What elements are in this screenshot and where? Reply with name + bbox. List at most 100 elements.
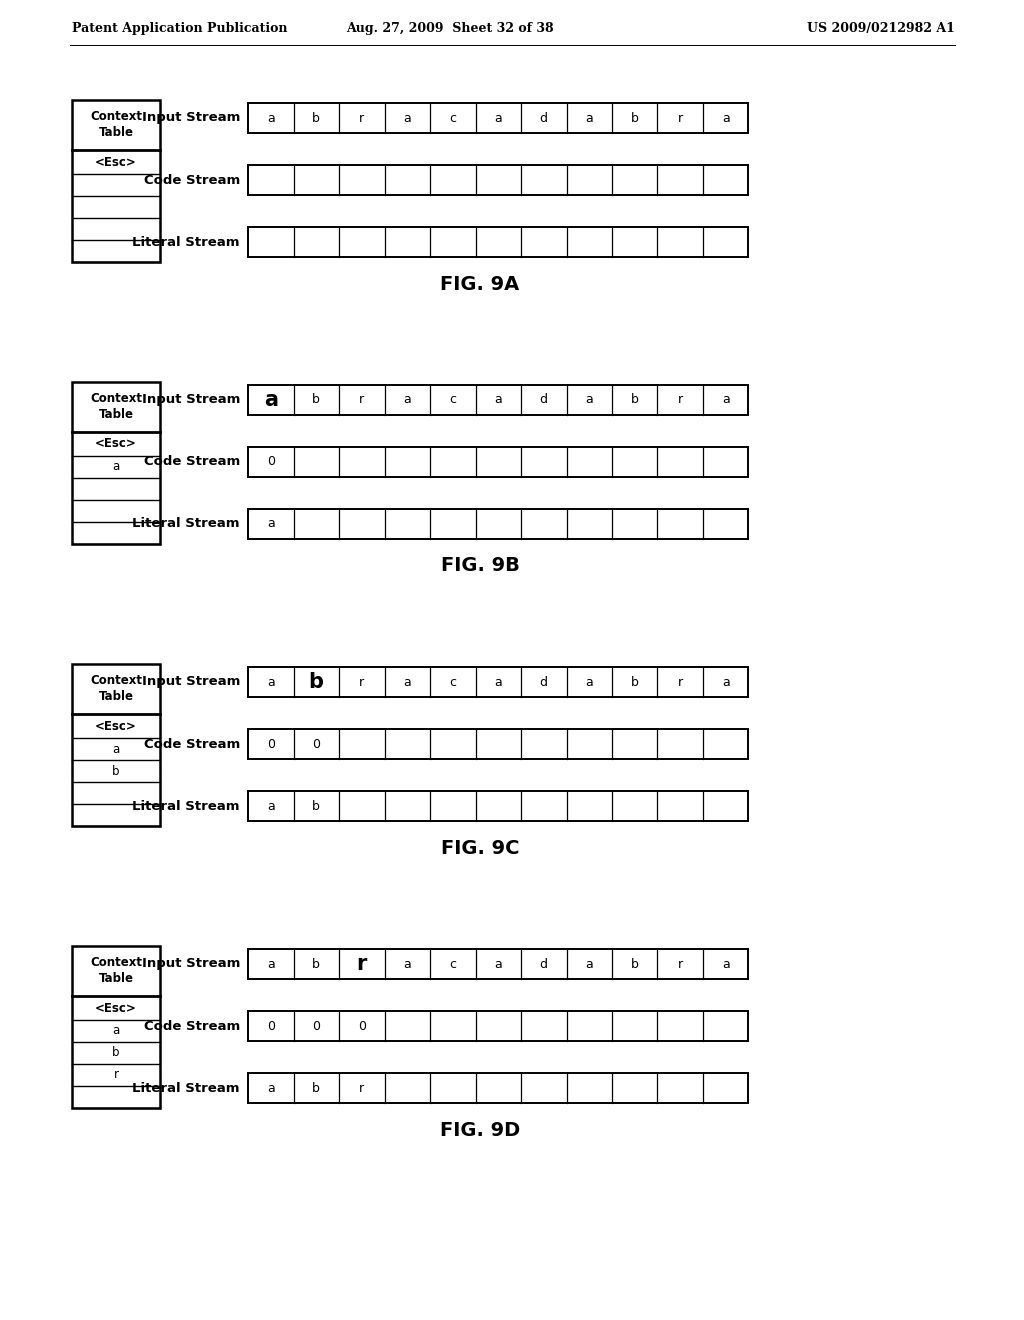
Text: a: a xyxy=(495,676,502,689)
Bar xyxy=(248,729,749,759)
Text: 0: 0 xyxy=(266,738,274,751)
Bar xyxy=(72,664,160,826)
Text: a: a xyxy=(722,957,730,970)
Text: Input Stream: Input Stream xyxy=(141,393,240,407)
Text: <Esc>: <Esc> xyxy=(95,437,137,450)
Text: b: b xyxy=(312,393,321,407)
Text: a: a xyxy=(113,743,120,755)
Text: 0: 0 xyxy=(312,738,321,751)
Bar xyxy=(248,385,749,414)
Text: a: a xyxy=(495,111,502,124)
Text: a: a xyxy=(722,111,730,124)
Text: <Esc>: <Esc> xyxy=(95,719,137,733)
Text: a: a xyxy=(264,389,278,411)
Text: a: a xyxy=(586,676,593,689)
Text: FIG. 9B: FIG. 9B xyxy=(440,557,519,576)
Text: a: a xyxy=(267,111,274,124)
Bar xyxy=(248,1011,749,1041)
Text: b: b xyxy=(631,957,639,970)
Text: Input Stream: Input Stream xyxy=(141,111,240,124)
Text: b: b xyxy=(113,764,120,777)
Text: a: a xyxy=(495,393,502,407)
Text: Literal Stream: Literal Stream xyxy=(132,1081,240,1094)
Text: r: r xyxy=(678,957,683,970)
Text: a: a xyxy=(722,676,730,689)
Text: Literal Stream: Literal Stream xyxy=(132,235,240,248)
Text: US 2009/0212982 A1: US 2009/0212982 A1 xyxy=(807,22,955,36)
Text: b: b xyxy=(312,111,321,124)
Bar xyxy=(248,447,749,477)
Text: r: r xyxy=(359,393,365,407)
Text: b: b xyxy=(113,1047,120,1060)
Text: 0: 0 xyxy=(312,1019,321,1032)
Text: b: b xyxy=(309,672,324,692)
Text: b: b xyxy=(312,1081,321,1094)
Text: Context
Table: Context Table xyxy=(90,111,142,140)
Text: b: b xyxy=(631,676,639,689)
Text: Code Stream: Code Stream xyxy=(143,738,240,751)
Text: a: a xyxy=(586,111,593,124)
Text: r: r xyxy=(678,676,683,689)
Bar xyxy=(248,165,749,195)
Text: <Esc>: <Esc> xyxy=(95,156,137,169)
Text: b: b xyxy=(631,111,639,124)
Bar xyxy=(72,100,160,261)
Bar xyxy=(248,510,749,539)
Text: r: r xyxy=(359,111,365,124)
Text: 0: 0 xyxy=(357,1019,366,1032)
Text: c: c xyxy=(450,111,457,124)
Text: 0: 0 xyxy=(266,1019,274,1032)
Text: a: a xyxy=(403,111,411,124)
Text: a: a xyxy=(586,393,593,407)
Text: c: c xyxy=(450,957,457,970)
Text: a: a xyxy=(586,957,593,970)
Text: c: c xyxy=(450,676,457,689)
Text: a: a xyxy=(403,393,411,407)
Text: d: d xyxy=(540,393,548,407)
Text: a: a xyxy=(113,1024,120,1038)
Bar xyxy=(248,791,749,821)
Text: a: a xyxy=(495,957,502,970)
Text: r: r xyxy=(678,111,683,124)
Text: FIG. 9A: FIG. 9A xyxy=(440,275,519,293)
Text: r: r xyxy=(359,1081,365,1094)
Text: FIG. 9C: FIG. 9C xyxy=(440,838,519,858)
Text: Literal Stream: Literal Stream xyxy=(132,517,240,531)
Text: a: a xyxy=(267,517,274,531)
Text: 0: 0 xyxy=(266,455,274,469)
Bar xyxy=(72,946,160,1107)
Text: r: r xyxy=(356,954,367,974)
Text: a: a xyxy=(267,1081,274,1094)
Bar xyxy=(248,1073,749,1104)
Text: a: a xyxy=(403,676,411,689)
Text: d: d xyxy=(540,957,548,970)
Text: c: c xyxy=(450,393,457,407)
Text: Aug. 27, 2009  Sheet 32 of 38: Aug. 27, 2009 Sheet 32 of 38 xyxy=(346,22,554,36)
Text: Literal Stream: Literal Stream xyxy=(132,800,240,813)
Bar xyxy=(248,103,749,133)
Text: a: a xyxy=(267,957,274,970)
Text: r: r xyxy=(359,676,365,689)
Text: Input Stream: Input Stream xyxy=(141,957,240,970)
Bar xyxy=(72,381,160,544)
Text: b: b xyxy=(312,957,321,970)
Text: Code Stream: Code Stream xyxy=(143,1019,240,1032)
Text: Context
Table: Context Table xyxy=(90,392,142,421)
Text: Patent Application Publication: Patent Application Publication xyxy=(72,22,288,36)
Text: r: r xyxy=(114,1068,119,1081)
Text: a: a xyxy=(267,676,274,689)
Text: a: a xyxy=(403,957,411,970)
Text: Context
Table: Context Table xyxy=(90,957,142,986)
Text: d: d xyxy=(540,676,548,689)
Text: b: b xyxy=(631,393,639,407)
Text: d: d xyxy=(540,111,548,124)
Text: b: b xyxy=(312,800,321,813)
Text: a: a xyxy=(267,800,274,813)
Bar xyxy=(248,667,749,697)
Text: Context
Table: Context Table xyxy=(90,675,142,704)
Text: Code Stream: Code Stream xyxy=(143,173,240,186)
Text: <Esc>: <Esc> xyxy=(95,1002,137,1015)
Text: Code Stream: Code Stream xyxy=(143,455,240,469)
Text: r: r xyxy=(678,393,683,407)
Bar xyxy=(248,949,749,979)
